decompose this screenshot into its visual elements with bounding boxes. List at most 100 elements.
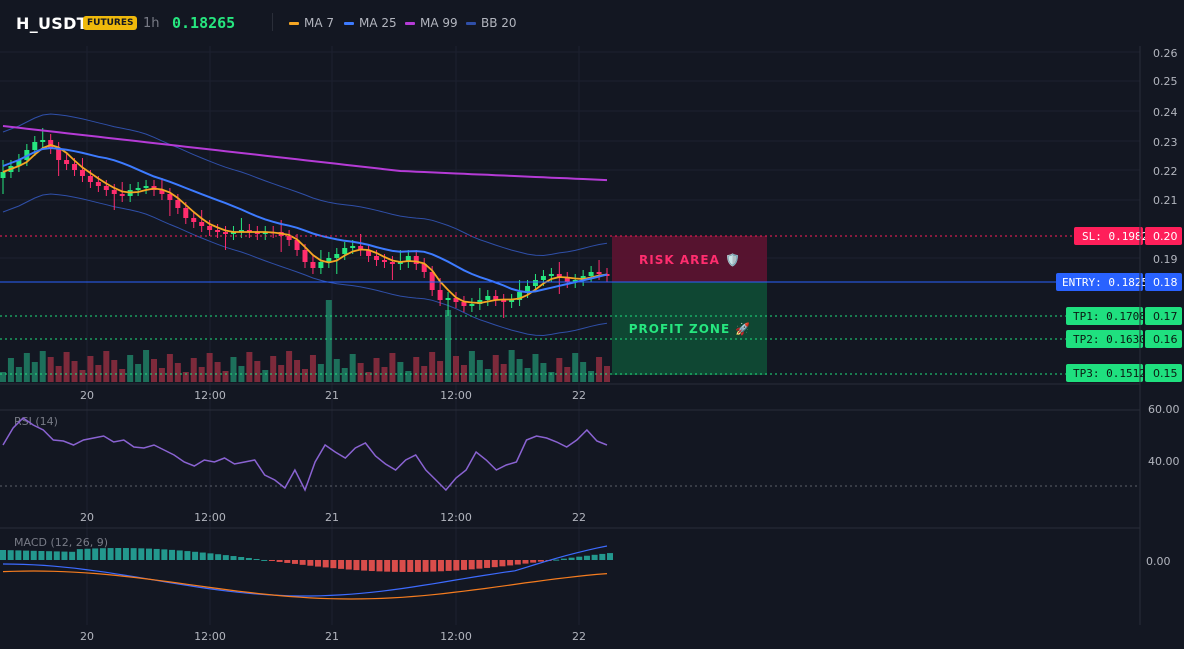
time-tick: 12:00: [194, 630, 226, 643]
macd-histogram-bar: [84, 548, 91, 560]
volume-bar: [302, 369, 308, 382]
macd-histogram-bar: [15, 550, 22, 560]
volume-bar: [230, 357, 237, 382]
volume-bar: [31, 362, 38, 382]
legend-bb20[interactable]: BB 20: [466, 16, 517, 30]
candle-body: [334, 254, 340, 258]
legend-ma25-label: MA 25: [359, 16, 397, 30]
entry-label: ENTRY: 0.18257: [1062, 276, 1155, 289]
volume-bar: [365, 372, 372, 382]
time-axis-macd[interactable]: 20 12:00 21 12:00 22: [80, 630, 586, 643]
candle-body: [532, 280, 538, 286]
volume-bar: [484, 369, 491, 382]
macd-histogram-bar: [7, 550, 14, 560]
candle-body: [87, 176, 93, 182]
candle-body: [485, 296, 491, 300]
time-tick: 12:00: [194, 389, 226, 402]
volume-bar: [182, 372, 189, 382]
candle-body: [135, 188, 141, 190]
candle-body: [588, 272, 594, 276]
candle-body: [381, 260, 387, 262]
candle-body: [183, 208, 189, 218]
macd-histogram-bar: [153, 548, 160, 560]
volume-bar: [333, 359, 340, 382]
volume-bar: [158, 368, 165, 382]
timeframe-label[interactable]: 1h: [143, 16, 160, 31]
volume-bar: [413, 357, 420, 382]
tp1-price: 0.17: [1153, 310, 1178, 323]
candle-body: [230, 232, 236, 234]
risk-zone-label: RISK AREA 🛡️: [639, 253, 741, 267]
macd-tick: 0.00: [1146, 555, 1171, 568]
volume-bar: [63, 352, 70, 382]
candle-body: [342, 248, 348, 254]
time-axis-rsi[interactable]: 20 12:00 21 12:00 22: [80, 511, 586, 524]
signal-line: [2, 570, 608, 600]
volume-bar: [166, 354, 173, 382]
tp2-label: TP2: 0.16302: [1073, 333, 1152, 346]
volume-bar: [270, 356, 277, 382]
macd-histogram-bar: [576, 556, 583, 560]
candle-body: [191, 218, 197, 222]
volume-bar: [325, 300, 332, 382]
tp3-label-group: TP3: 0.15128 0.15: [1066, 364, 1182, 382]
volume-bar: [222, 371, 229, 382]
legend-ma7[interactable]: MA 7: [289, 16, 334, 30]
volume-bar: [492, 355, 499, 382]
tp2-label-group: TP2: 0.16302 0.16: [1066, 330, 1182, 348]
volume-bar: [429, 352, 436, 382]
macd-histogram-bar: [138, 548, 145, 560]
macd-histogram-bar: [169, 549, 176, 560]
volume-bar: [437, 361, 444, 382]
candle-body: [64, 160, 70, 164]
legend-ma99[interactable]: MA 99: [405, 16, 458, 30]
macd-histogram-bar: [192, 551, 199, 560]
candle-body: [119, 194, 125, 196]
macd-histogram-bar: [430, 560, 437, 572]
macd-histogram-bar: [53, 551, 60, 560]
volume-bar: [15, 367, 22, 382]
macd-label: MACD (12, 26, 9): [14, 536, 108, 549]
volume-bar: [254, 361, 261, 382]
volume-bar: [453, 356, 459, 382]
ma99-line: [2, 125, 608, 182]
price-axis[interactable]: 0.26 0.25 0.24 0.23 0.22 0.21 0.19: [1153, 47, 1178, 266]
candle-body: [32, 142, 38, 150]
volume-bar: [445, 310, 452, 382]
macd-histogram-bar: [184, 551, 191, 560]
volume-bar: [421, 366, 428, 382]
tp2-label-box: [1066, 330, 1143, 348]
rsi-pane[interactable]: RSI (14) 60.00 40.00: [0, 403, 1180, 492]
volume-bar: [564, 367, 571, 382]
candle-body: [103, 186, 109, 190]
macd-histogram-bar: [522, 560, 529, 564]
macd-histogram-bar: [591, 554, 598, 560]
symbol-name[interactable]: H_USDT: [16, 14, 88, 33]
candle-body: [79, 170, 85, 176]
time-axis-main[interactable]: 20 12:00 21 12:00 22: [80, 389, 586, 402]
volume-bar: [23, 353, 30, 382]
macd-pane[interactable]: MACD (12, 26, 9) 0.00: [0, 527, 1171, 600]
volume-bar: [373, 358, 380, 382]
candle-body: [501, 300, 507, 302]
candle-body: [40, 140, 46, 142]
candle-body: [48, 140, 54, 148]
legend-ma25[interactable]: MA 25: [344, 16, 397, 30]
macd-histogram-bar: [46, 551, 53, 560]
candle-body: [374, 256, 380, 260]
volume-bar: [190, 358, 197, 382]
macd-histogram-bar: [23, 550, 30, 560]
volume-bar: [119, 369, 126, 382]
price-tick: 0.24: [1153, 106, 1178, 119]
macd-histogram-bar: [299, 560, 306, 565]
candle-body: [294, 240, 300, 250]
volume-bars: [0, 300, 610, 382]
candle-body: [525, 286, 531, 292]
macd-histogram-bar: [130, 548, 137, 560]
volume-bar: [556, 358, 563, 382]
price-tick: 0.26: [1153, 47, 1178, 60]
candle-body: [517, 292, 523, 300]
candle-body: [318, 262, 324, 268]
volume-bar: [460, 365, 467, 382]
